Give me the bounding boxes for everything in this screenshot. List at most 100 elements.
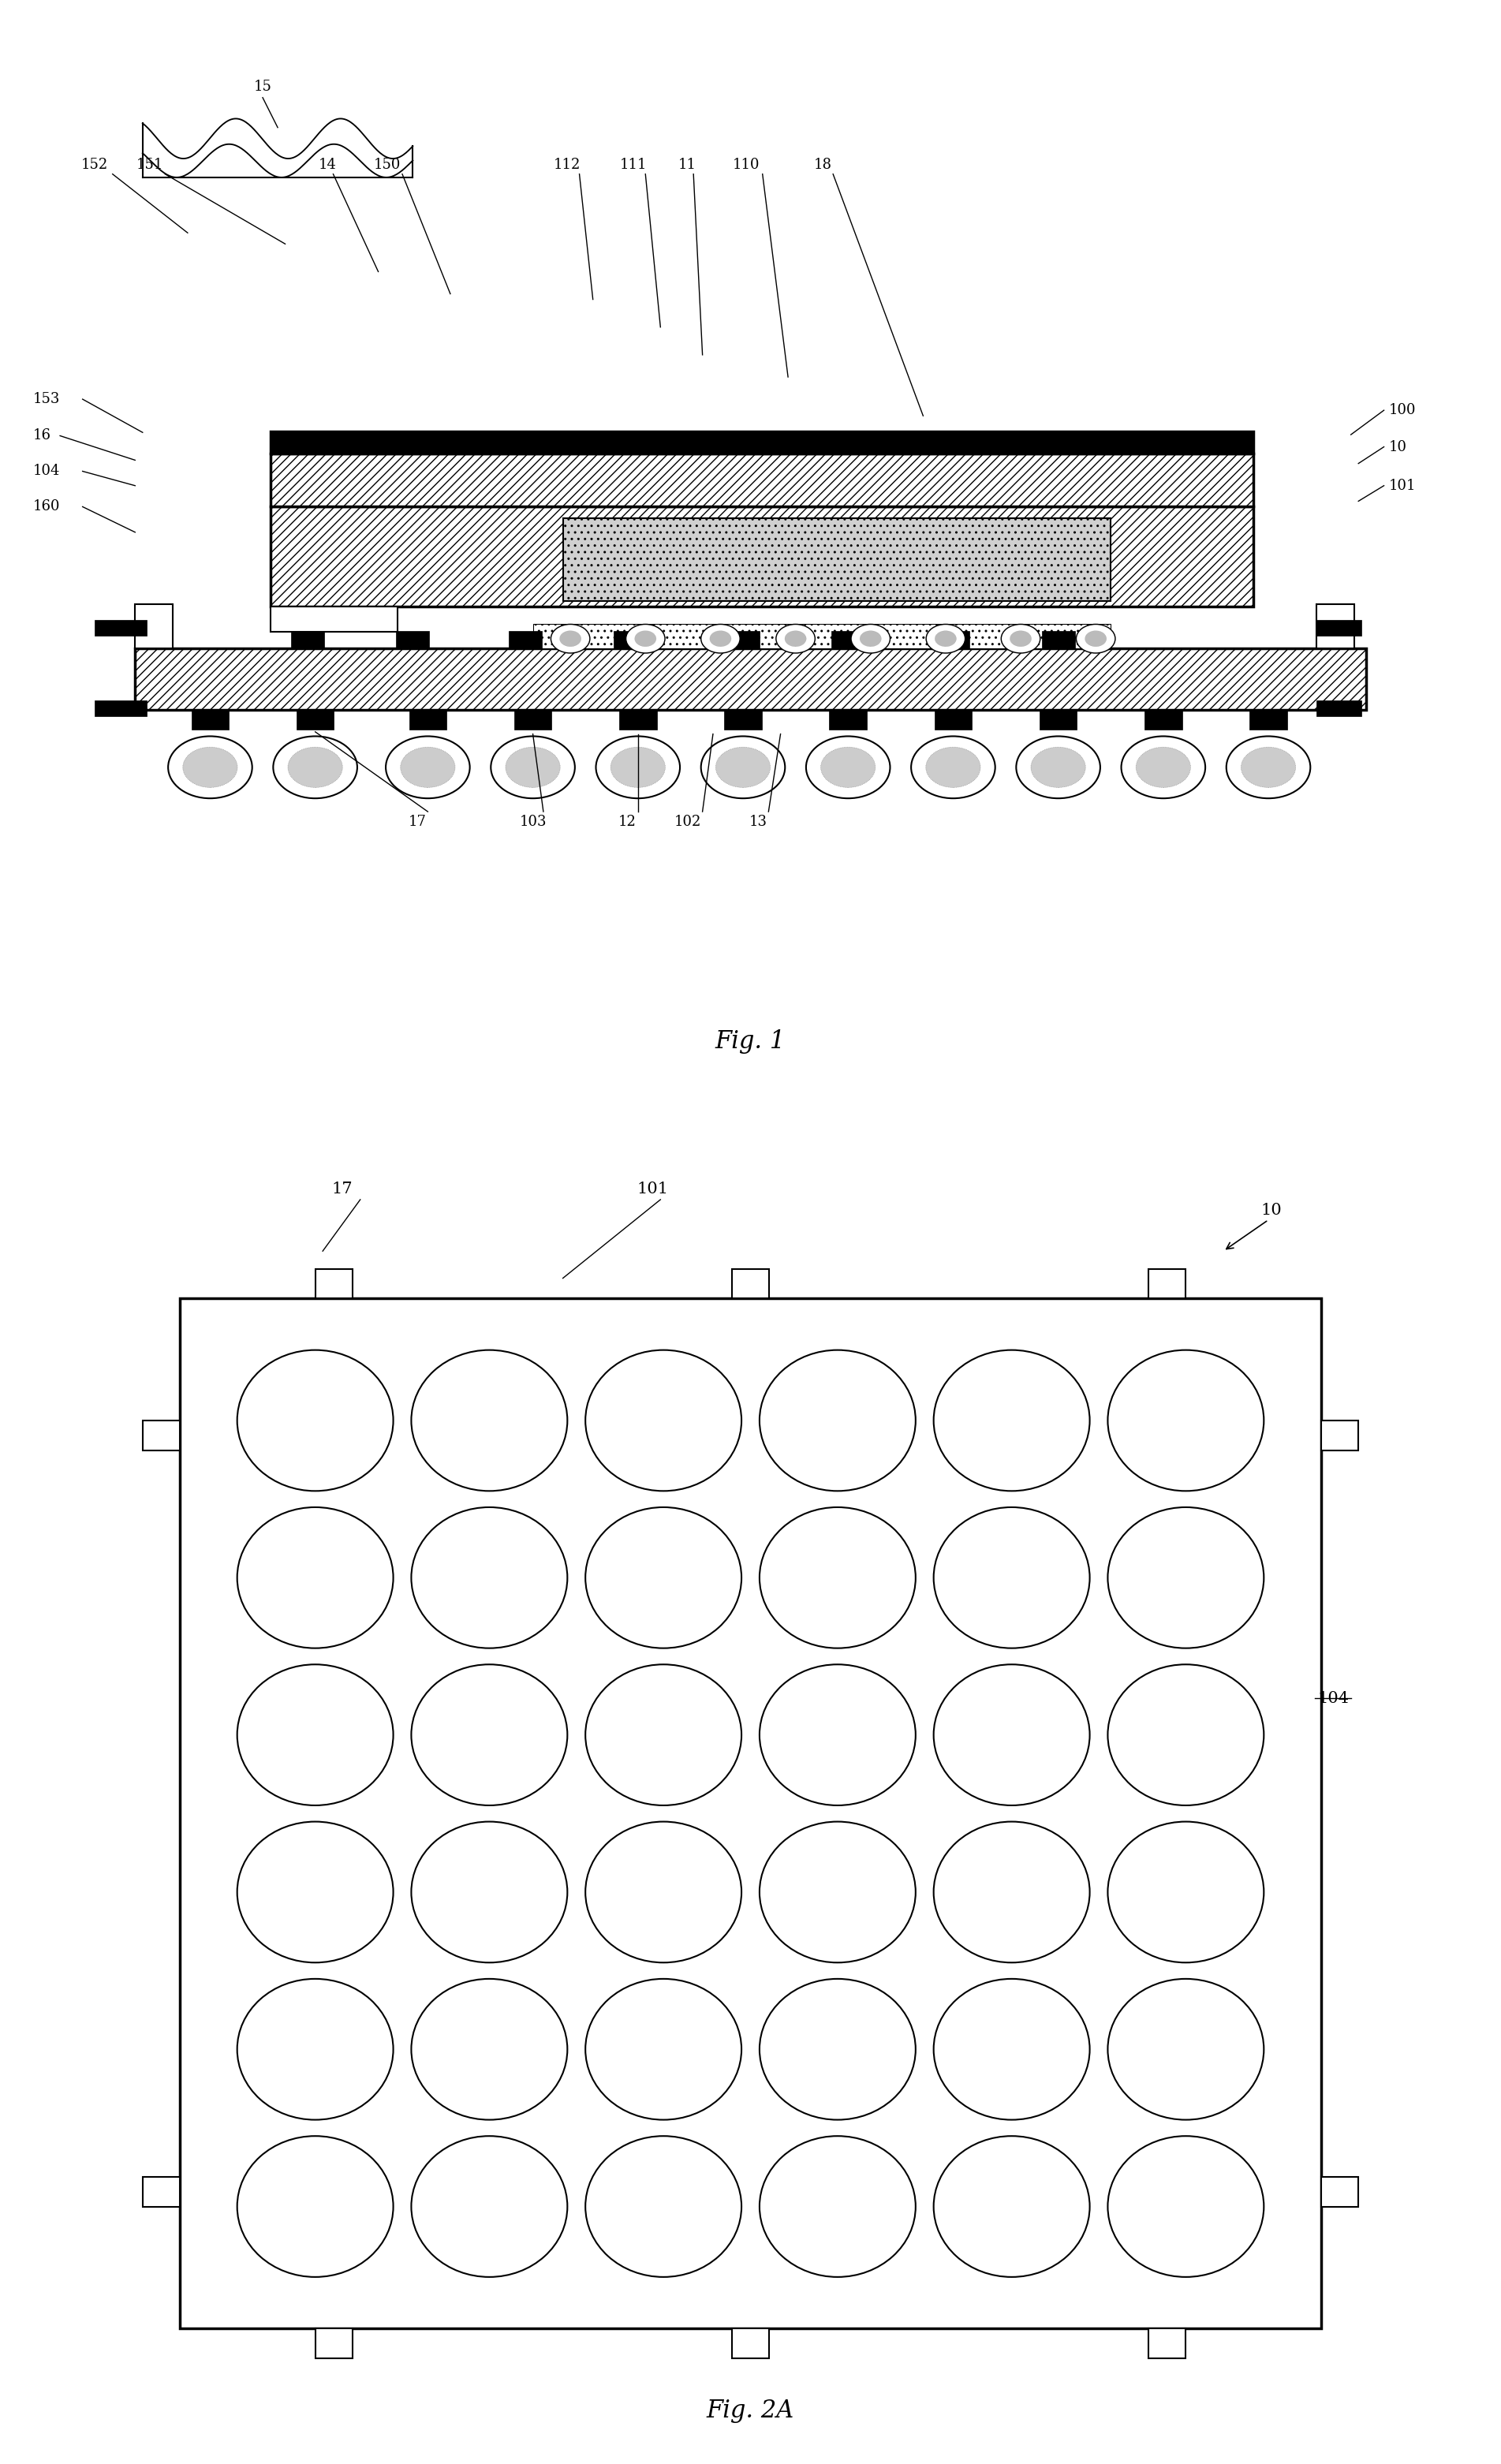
Bar bbox=[937, 631, 970, 648]
Circle shape bbox=[934, 1979, 1090, 2119]
Circle shape bbox=[611, 747, 665, 788]
Bar bbox=[533, 623, 1111, 648]
Bar bbox=[732, 2328, 769, 2358]
Circle shape bbox=[926, 623, 965, 653]
Circle shape bbox=[237, 1666, 393, 1806]
Bar bbox=[1148, 1269, 1186, 1299]
Circle shape bbox=[934, 1508, 1090, 1648]
Circle shape bbox=[1108, 1508, 1264, 1648]
Bar bbox=[408, 710, 446, 729]
Circle shape bbox=[585, 1666, 741, 1806]
Circle shape bbox=[635, 631, 656, 646]
Circle shape bbox=[506, 747, 560, 788]
Text: 150: 150 bbox=[374, 158, 401, 172]
Circle shape bbox=[386, 737, 470, 798]
Circle shape bbox=[785, 631, 806, 646]
Text: 153: 153 bbox=[33, 392, 60, 407]
Text: 111: 111 bbox=[620, 158, 647, 172]
Circle shape bbox=[776, 623, 815, 653]
Bar bbox=[726, 631, 760, 648]
Circle shape bbox=[701, 737, 785, 798]
Circle shape bbox=[585, 1508, 741, 1648]
Circle shape bbox=[273, 737, 357, 798]
Bar bbox=[315, 1269, 353, 1299]
Bar bbox=[934, 710, 973, 729]
Circle shape bbox=[411, 1979, 567, 2119]
Circle shape bbox=[934, 1350, 1090, 1491]
Bar bbox=[723, 710, 761, 729]
Bar bbox=[291, 631, 324, 648]
Circle shape bbox=[760, 2136, 916, 2277]
Text: 110: 110 bbox=[732, 158, 760, 172]
Circle shape bbox=[411, 1350, 567, 1491]
Circle shape bbox=[935, 631, 956, 646]
Circle shape bbox=[585, 2136, 741, 2277]
Circle shape bbox=[1085, 631, 1106, 646]
Circle shape bbox=[710, 631, 731, 646]
Bar bbox=[270, 606, 398, 633]
Circle shape bbox=[1076, 623, 1115, 653]
Circle shape bbox=[626, 623, 665, 653]
Circle shape bbox=[237, 2136, 393, 2277]
Circle shape bbox=[491, 737, 575, 798]
Text: 151: 151 bbox=[137, 158, 164, 172]
Text: 10: 10 bbox=[1261, 1202, 1282, 1217]
Circle shape bbox=[1226, 737, 1310, 798]
Bar bbox=[1145, 710, 1183, 729]
Circle shape bbox=[701, 623, 740, 653]
Circle shape bbox=[585, 1821, 741, 1961]
Bar bbox=[143, 1419, 180, 1451]
Circle shape bbox=[716, 747, 770, 788]
Circle shape bbox=[411, 1666, 567, 1806]
Text: 104: 104 bbox=[33, 463, 60, 478]
Circle shape bbox=[585, 1350, 741, 1491]
Text: 100: 100 bbox=[1388, 404, 1415, 416]
Circle shape bbox=[237, 1508, 393, 1648]
Circle shape bbox=[760, 1979, 916, 2119]
Circle shape bbox=[237, 1350, 393, 1491]
Bar bbox=[563, 517, 1111, 601]
Circle shape bbox=[860, 631, 881, 646]
Circle shape bbox=[237, 1821, 393, 1961]
Bar bbox=[614, 631, 647, 648]
Text: 11: 11 bbox=[678, 158, 696, 172]
Bar bbox=[1249, 710, 1286, 729]
Text: 101: 101 bbox=[636, 1183, 669, 1198]
Text: Fig. 2A: Fig. 2A bbox=[707, 2400, 794, 2425]
Circle shape bbox=[1108, 1350, 1264, 1491]
Text: 12: 12 bbox=[618, 816, 636, 830]
Circle shape bbox=[168, 737, 252, 798]
Circle shape bbox=[821, 747, 875, 788]
Text: 103: 103 bbox=[519, 816, 546, 830]
Text: 17: 17 bbox=[332, 1183, 353, 1198]
Bar bbox=[1042, 631, 1075, 648]
Circle shape bbox=[411, 1821, 567, 1961]
Circle shape bbox=[1121, 737, 1205, 798]
Circle shape bbox=[596, 737, 680, 798]
Circle shape bbox=[1108, 1666, 1264, 1806]
Circle shape bbox=[806, 737, 890, 798]
Circle shape bbox=[411, 1508, 567, 1648]
Circle shape bbox=[411, 2136, 567, 2277]
Circle shape bbox=[1010, 631, 1031, 646]
Circle shape bbox=[934, 1666, 1090, 1806]
Bar bbox=[618, 710, 657, 729]
Bar bbox=[732, 1269, 769, 1299]
Text: 104: 104 bbox=[1318, 1690, 1349, 1705]
Text: 18: 18 bbox=[814, 158, 832, 172]
Bar bbox=[1316, 700, 1361, 717]
Text: Fig. 1: Fig. 1 bbox=[716, 1030, 785, 1055]
Bar bbox=[396, 631, 429, 648]
Circle shape bbox=[585, 1979, 741, 2119]
Text: 14: 14 bbox=[318, 158, 336, 172]
Circle shape bbox=[760, 1821, 916, 1961]
Bar bbox=[1316, 604, 1354, 648]
Bar bbox=[296, 710, 333, 729]
Circle shape bbox=[760, 1508, 916, 1648]
Bar bbox=[135, 648, 1366, 710]
Bar bbox=[1039, 710, 1078, 729]
Circle shape bbox=[911, 737, 995, 798]
Bar bbox=[95, 621, 147, 636]
Circle shape bbox=[851, 623, 890, 653]
Bar bbox=[1321, 1419, 1358, 1451]
